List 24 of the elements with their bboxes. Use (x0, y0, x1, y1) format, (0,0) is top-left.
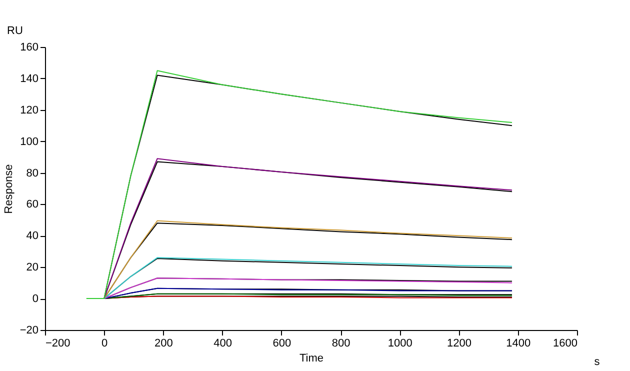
y-tick-label: 120 (20, 104, 38, 116)
y-tick-label: 60 (26, 198, 38, 211)
y-tick-label: 100 (20, 136, 38, 148)
y-tick-label: 80 (26, 167, 38, 180)
x-tick-label: 200 (154, 338, 173, 350)
x-tick-label: 800 (332, 338, 350, 350)
x-tick-label: 1200 (447, 338, 472, 350)
x-tick-label: 0 (102, 338, 108, 350)
x-tick-label: 600 (272, 338, 292, 350)
x-tick-label: 1000 (388, 338, 412, 350)
text: s (594, 356, 600, 368)
x-tick-label: 400 (214, 338, 232, 350)
y-tick-label: 40 (26, 230, 38, 242)
x-tick-label: 1600 (553, 338, 578, 350)
y-tick-label: 20 (26, 262, 38, 274)
x-tick-label: 1400 (506, 338, 531, 350)
y-tick-label: 0 (32, 293, 38, 306)
x-axis-title: Time (299, 352, 324, 364)
y-tick-label: 160 (20, 42, 38, 54)
y-tick-label: 140 (20, 72, 38, 85)
text: RU (7, 25, 23, 37)
y-axis-title: Response (2, 164, 15, 214)
x-tick-label: −200 (46, 338, 70, 350)
y-tick-label: −20 (20, 324, 38, 336)
